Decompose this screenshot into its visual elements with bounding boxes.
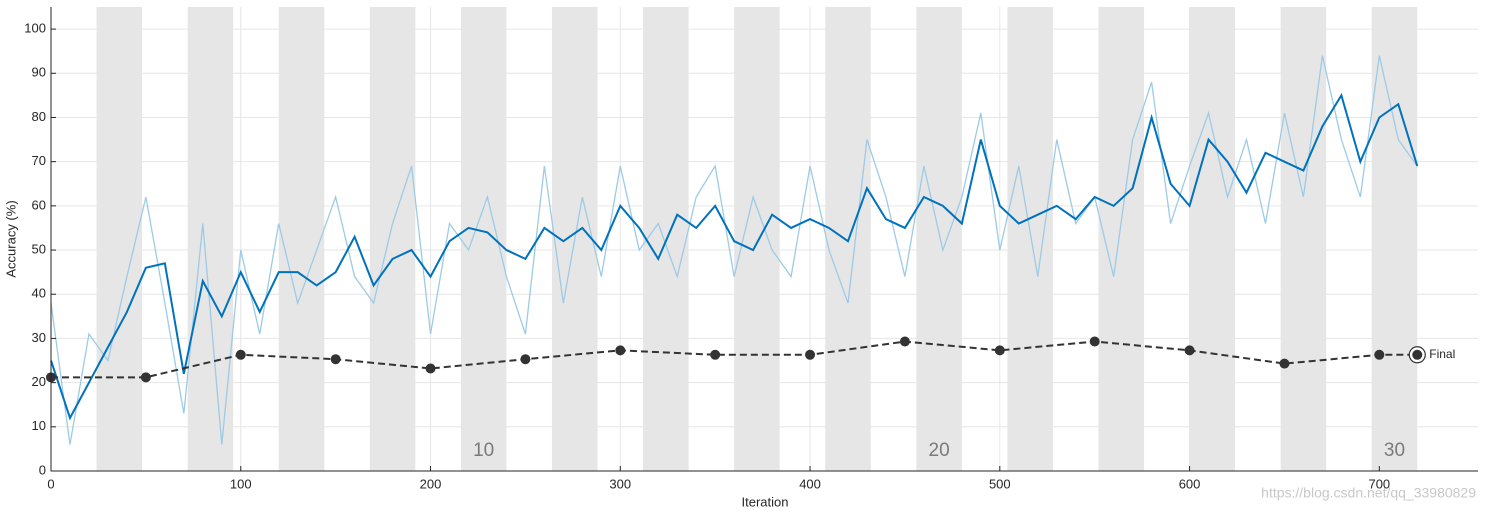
epoch-band bbox=[916, 7, 962, 471]
validation-point bbox=[994, 345, 1005, 356]
epoch-band bbox=[187, 7, 234, 471]
validation-point bbox=[140, 372, 151, 383]
epoch-band bbox=[1098, 7, 1145, 471]
x-tick-label: 600 bbox=[1179, 476, 1201, 491]
y-tick-label: 60 bbox=[32, 197, 46, 212]
epoch-label: 20 bbox=[929, 440, 950, 461]
epoch-band bbox=[1371, 7, 1418, 471]
y-tick-label: 70 bbox=[32, 153, 46, 168]
validation-point bbox=[899, 336, 910, 347]
validation-point bbox=[330, 354, 341, 365]
epoch-label: 10 bbox=[473, 440, 494, 461]
x-tick-label: 400 bbox=[799, 476, 821, 491]
epoch-band bbox=[1189, 7, 1236, 471]
validation-point bbox=[1184, 345, 1195, 356]
validation-point bbox=[520, 354, 531, 365]
x-tick-label: 0 bbox=[47, 476, 54, 491]
epoch-band bbox=[96, 7, 143, 471]
x-tick-label: 300 bbox=[609, 476, 631, 491]
y-axis-label: Accuracy (%) bbox=[3, 200, 18, 277]
validation-point bbox=[710, 349, 721, 360]
epoch-band bbox=[1007, 7, 1053, 471]
validation-point bbox=[1089, 336, 1100, 347]
y-tick-label: 10 bbox=[32, 418, 46, 433]
validation-point bbox=[615, 345, 626, 356]
y-tick-label: 30 bbox=[32, 330, 46, 345]
series-line bbox=[50, 55, 1418, 445]
y-tick-label: 20 bbox=[32, 374, 46, 389]
y-tick-label: 90 bbox=[32, 65, 46, 80]
x-tick-label: 100 bbox=[230, 476, 252, 491]
y-tick-label: 100 bbox=[24, 21, 46, 36]
y-tick-label: 80 bbox=[32, 109, 46, 124]
epoch-band bbox=[278, 7, 325, 471]
validation-point bbox=[425, 363, 436, 374]
series-line bbox=[50, 92, 1419, 421]
epoch-band bbox=[369, 7, 416, 471]
epoch-band bbox=[734, 7, 780, 471]
watermark: https://blog.csdn.net/qq_33980829 bbox=[1261, 485, 1476, 501]
x-axis-label: Iteration bbox=[742, 494, 789, 509]
x-tick-label: 500 bbox=[989, 476, 1011, 491]
series-line bbox=[51, 340, 1418, 379]
final-label: Final bbox=[1429, 347, 1455, 361]
x-tick-label: 200 bbox=[420, 476, 442, 491]
validation-point bbox=[805, 349, 816, 360]
validation-point bbox=[1374, 349, 1385, 360]
y-tick-label: 0 bbox=[39, 462, 46, 477]
epoch-label: 30 bbox=[1384, 440, 1405, 461]
x-tick-label: 700 bbox=[1368, 476, 1390, 491]
y-tick-label: 50 bbox=[32, 241, 46, 256]
epoch-band bbox=[460, 7, 507, 471]
validation-point bbox=[1412, 349, 1423, 360]
validation-point bbox=[1279, 358, 1290, 369]
y-tick-label: 40 bbox=[32, 286, 46, 301]
axes-box bbox=[50, 7, 1478, 472]
validation-point bbox=[235, 349, 246, 360]
